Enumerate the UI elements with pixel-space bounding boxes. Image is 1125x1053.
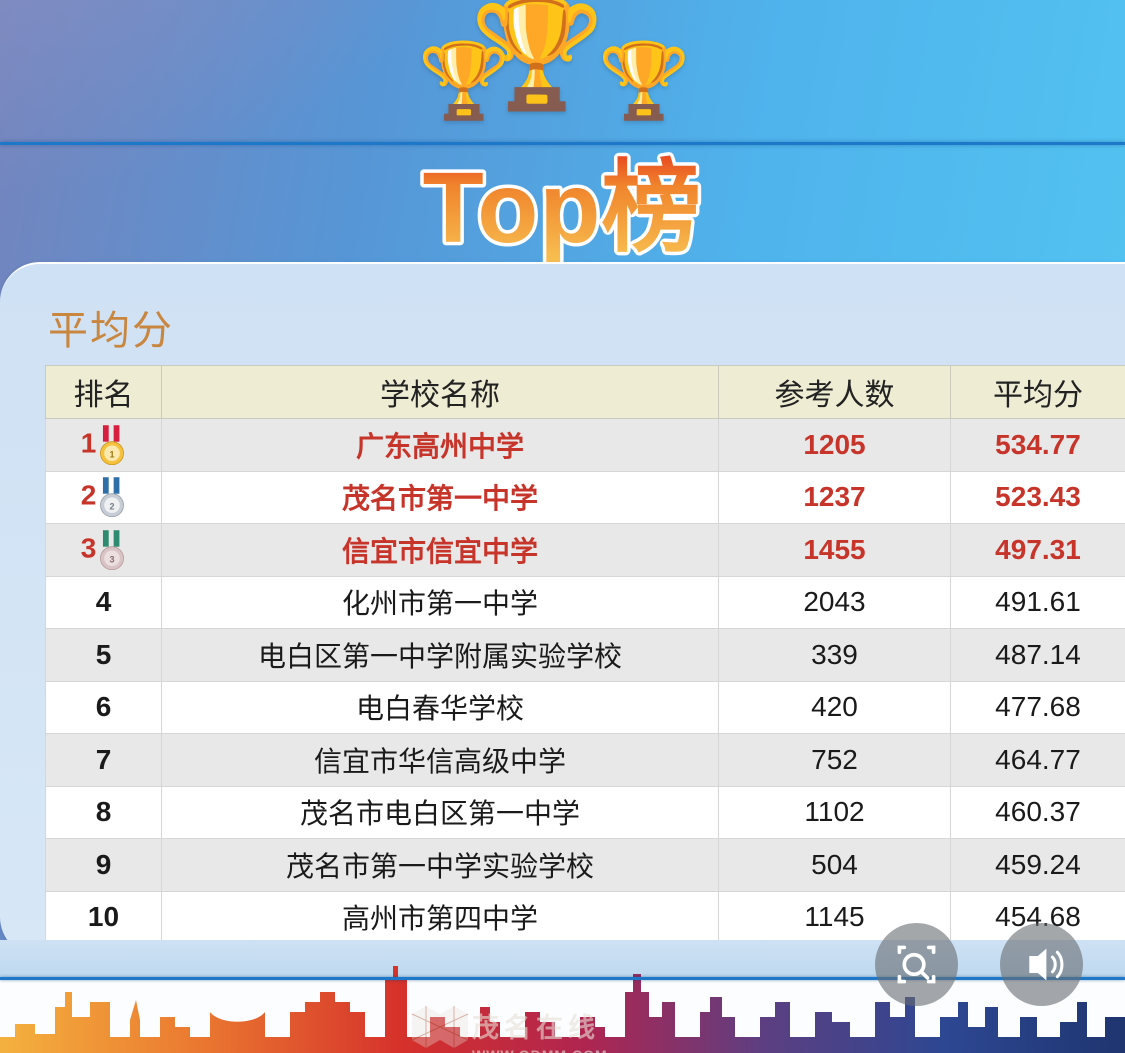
svg-text:1: 1 <box>110 449 115 459</box>
svg-text:3: 3 <box>110 554 115 564</box>
svg-text:2: 2 <box>110 502 115 512</box>
svg-text:Top榜: Top榜 <box>423 152 703 264</box>
